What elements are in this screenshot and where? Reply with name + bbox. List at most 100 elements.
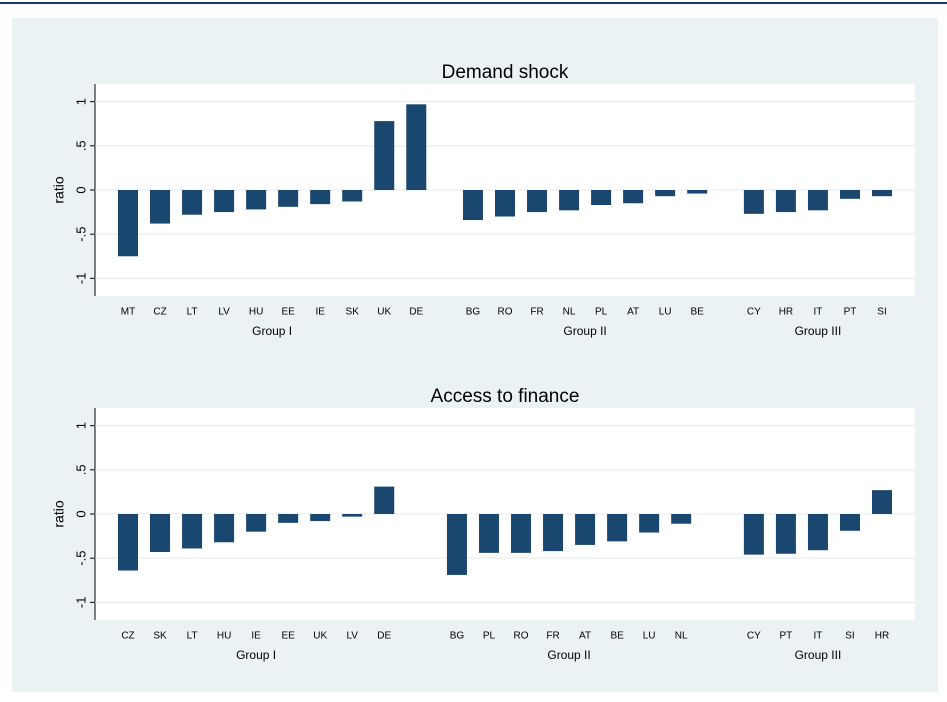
x-tick-label: PL (595, 307, 608, 318)
x-tick-label: AT (627, 307, 639, 318)
x-tick-label: CY (747, 631, 761, 642)
bar (374, 486, 395, 514)
x-tick-label: IT (814, 307, 823, 318)
bar (342, 190, 363, 202)
bar (182, 190, 203, 215)
x-tick-label: LU (659, 307, 672, 318)
bar (214, 514, 235, 543)
bar (775, 190, 796, 213)
x-tick-label: LT (187, 631, 198, 642)
y-tick-label: 1 (73, 98, 88, 105)
bar (117, 190, 138, 257)
x-tick-label: BE (610, 631, 624, 642)
y-tick-label: 0 (73, 186, 88, 193)
x-tick-label: SK (346, 307, 360, 318)
bar (807, 190, 828, 211)
x-tick-label: SK (153, 631, 167, 642)
group-label: Group III (795, 324, 842, 338)
x-tick-label: EE (281, 631, 295, 642)
x-tick-label: NL (563, 307, 576, 318)
x-tick-label: BG (450, 631, 465, 642)
y-tick-label: .5 (73, 140, 88, 151)
x-tick-label: PL (483, 631, 496, 642)
bar (150, 514, 171, 552)
bar (639, 514, 660, 533)
bar (839, 190, 860, 199)
y-tick-label: -1 (73, 273, 88, 285)
y-tick-label: 1 (73, 422, 88, 429)
bar (743, 190, 764, 214)
bar (623, 190, 644, 204)
bar (671, 514, 692, 524)
bar (478, 514, 499, 553)
bar (278, 190, 299, 207)
y-axis-label: ratio (51, 500, 67, 527)
x-tick-label: FR (530, 307, 543, 318)
chart-title: Demand shock (442, 62, 569, 83)
x-tick-label: CY (747, 307, 761, 318)
group-label: Group II (563, 324, 606, 338)
bar (310, 514, 331, 522)
x-tick-label: BG (466, 307, 481, 318)
x-tick-label: HR (875, 631, 889, 642)
y-tick-label: .5 (73, 464, 88, 475)
bar (527, 190, 548, 213)
bar (214, 190, 235, 213)
x-tick-label: RO (498, 307, 513, 318)
bar (559, 190, 580, 211)
x-tick-label: IE (251, 631, 261, 642)
x-tick-label: DE (409, 307, 423, 318)
bar (839, 514, 860, 531)
x-tick-label: SI (877, 307, 886, 318)
bar (575, 514, 596, 545)
y-tick-label: 0 (73, 510, 88, 517)
x-tick-label: DE (377, 631, 391, 642)
bar (406, 104, 427, 190)
y-tick-label: -.5 (73, 551, 88, 566)
x-tick-label: PT (780, 631, 793, 642)
x-tick-label: HU (217, 631, 231, 642)
bar (246, 514, 267, 532)
bar (591, 190, 612, 206)
x-tick-label: IE (315, 307, 325, 318)
x-tick-label: HU (249, 307, 263, 318)
x-tick-label: CZ (121, 631, 134, 642)
x-tick-label: FR (546, 631, 559, 642)
x-tick-label: IT (814, 631, 823, 642)
group-label: Group I (252, 324, 292, 338)
bar (872, 190, 893, 197)
x-tick-label: LV (346, 631, 358, 642)
bar (462, 190, 483, 221)
bar (342, 514, 363, 517)
bar (655, 190, 676, 197)
bar (687, 190, 708, 194)
x-tick-label: BE (691, 307, 705, 318)
x-tick-label: RO (514, 631, 529, 642)
bar (495, 190, 515, 217)
x-tick-label: UK (377, 307, 391, 318)
top-rule (0, 2, 947, 4)
bar (872, 490, 893, 514)
y-axis-label: ratio (51, 176, 67, 203)
chart-title: Access to finance (431, 386, 580, 407)
group-label: Group II (547, 648, 590, 662)
bar (807, 514, 828, 551)
bar (310, 190, 331, 205)
bar (543, 514, 564, 552)
bar (607, 514, 628, 542)
bar (150, 190, 171, 224)
x-tick-label: PT (844, 307, 857, 318)
x-tick-label: MT (121, 307, 135, 318)
group-label: Group III (795, 648, 842, 662)
group-label: Group I (236, 648, 276, 662)
bar (278, 514, 299, 523)
y-tick-label: -.5 (73, 227, 88, 242)
x-tick-label: EE (281, 307, 295, 318)
bar (743, 514, 764, 555)
bar (246, 190, 267, 210)
bar (182, 514, 203, 549)
x-tick-label: SI (845, 631, 854, 642)
x-tick-label: HR (779, 307, 793, 318)
